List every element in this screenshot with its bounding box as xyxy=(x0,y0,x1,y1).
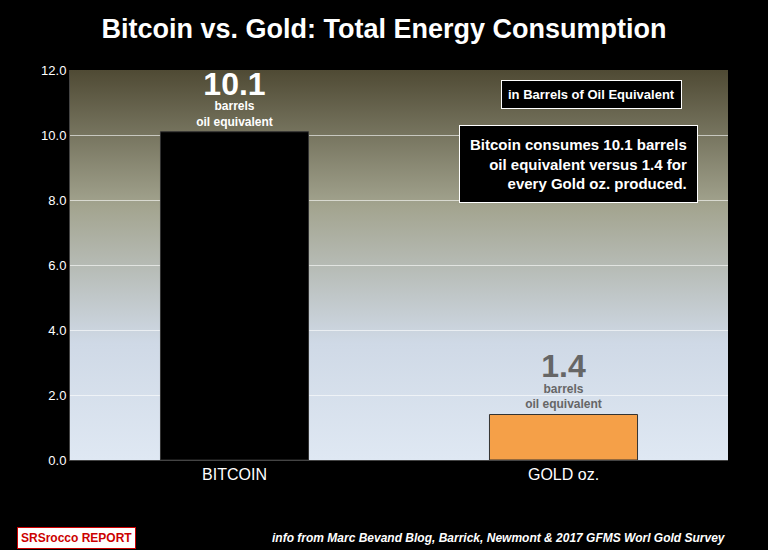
svg-text:in Barrels of Oil Equivalent: in Barrels of Oil Equivalent xyxy=(508,87,675,102)
svg-text:10.1barrelsoil equivalent: 10.1barrelsoil equivalent xyxy=(196,66,273,129)
svg-text:6.0: 6.0 xyxy=(48,258,66,273)
svg-text:info from Marc Bevand Blog, Ba: info from Marc Bevand Blog, Barrick, New… xyxy=(272,531,726,545)
svg-text:8.0: 8.0 xyxy=(48,193,66,208)
svg-text:0.0: 0.0 xyxy=(48,453,66,468)
svg-text:1.4barrelsoil equivalent: 1.4barrelsoil equivalent xyxy=(525,348,602,411)
svg-text:Bitcoin consumes 10.1 barrelso: Bitcoin consumes 10.1 barrelsoil equival… xyxy=(470,136,687,192)
svg-text:Bitcoin vs. Gold: Total Energy: Bitcoin vs. Gold: Total Energy Consumpti… xyxy=(101,14,666,44)
svg-text:4.0: 4.0 xyxy=(48,323,66,338)
svg-text:SRSrocco REPORT: SRSrocco REPORT xyxy=(21,531,132,545)
svg-text:BITCOIN: BITCOIN xyxy=(202,466,267,483)
svg-text:10.0: 10.0 xyxy=(41,128,66,143)
svg-text:12.0: 12.0 xyxy=(41,63,66,78)
svg-text:GOLD oz.: GOLD oz. xyxy=(528,466,599,483)
svg-text:2.0: 2.0 xyxy=(48,388,66,403)
